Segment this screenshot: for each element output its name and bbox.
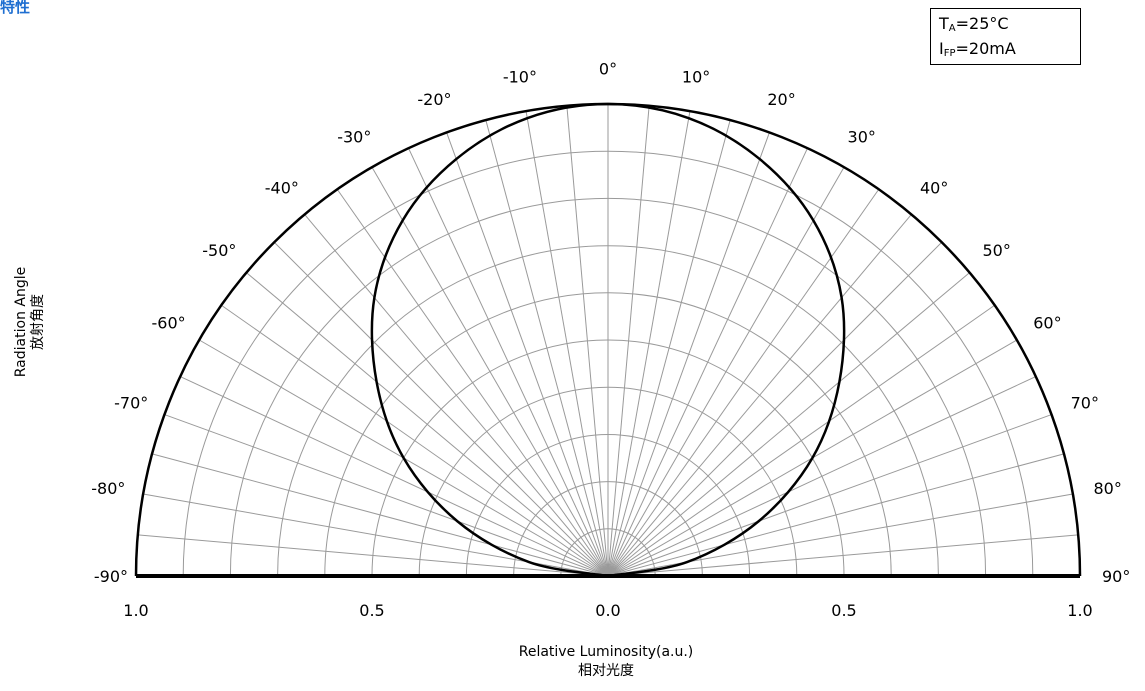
angular-grid-spoke — [607, 119, 731, 577]
angular-grid-spoke — [408, 148, 609, 577]
angular-grid-spoke — [607, 304, 995, 577]
radial-tick-labels: 1.0 0.5 0.0 0.5 1.0 — [123, 601, 1092, 620]
outer-semicircle — [134, 102, 1082, 577]
angular-grid-spoke — [525, 111, 609, 577]
angular-grid-spoke — [221, 304, 609, 577]
angular-grid-spoke — [607, 132, 770, 577]
forward-current: IFP=20mA — [939, 39, 1016, 59]
angular-grid-spoke — [607, 272, 970, 577]
angle-tick-label: -90° — [94, 567, 128, 586]
angular-grid-spoke — [607, 189, 880, 577]
chart-frame — [134, 102, 1082, 578]
angle-tick-label: 30° — [848, 128, 876, 147]
angle-tick-label: 70° — [1071, 393, 1099, 412]
test-conditions-box: TA=25°C IFP=20mA — [930, 8, 1081, 65]
angular-grid-spoke — [246, 272, 609, 577]
radial-tick-label: 1.0 — [1067, 601, 1092, 620]
angle-tick-label: 60° — [1033, 313, 1061, 332]
angular-grid-spoke — [607, 414, 1052, 577]
y-axis-title: Radiation Angle 放射角度 — [13, 267, 47, 377]
angular-grid-spoke — [566, 105, 609, 577]
angle-tick-label: -20° — [417, 90, 451, 109]
ambient-temperature: TA=25°C — [939, 14, 1009, 34]
angular-grid-spoke — [607, 111, 691, 577]
angular-grid-spoke — [607, 534, 1079, 577]
angle-tick-label: -50° — [202, 241, 236, 260]
radial-tick-label: 1.0 — [123, 601, 148, 620]
angle-tick-label: -30° — [337, 128, 371, 147]
x-axis-title-en: Relative Luminosity(a.u.) — [518, 644, 694, 660]
chart-grid — [137, 104, 1079, 577]
angular-grid-spoke — [607, 214, 912, 577]
angular-grid-spoke — [151, 453, 609, 577]
angle-tick-label: -10° — [503, 67, 537, 86]
angular-grid-spoke — [137, 534, 609, 577]
x-axis-title: Relative Luminosity(a.u.) 相对光度 — [519, 643, 694, 681]
angle-tick-label: -60° — [152, 313, 186, 332]
angular-grid-spoke — [607, 241, 943, 577]
angular-grid-spoke — [607, 105, 650, 577]
angle-tick-label: 40° — [920, 178, 948, 197]
angle-tick-label: 80° — [1094, 479, 1122, 498]
angular-grid-spoke — [607, 166, 845, 577]
angular-grid-spoke — [607, 453, 1065, 577]
page-title: 特性 — [0, 0, 31, 16]
angle-tick-label: -40° — [265, 178, 299, 197]
angle-tick-label: -80° — [91, 479, 125, 498]
angle-tick-label: 50° — [983, 241, 1011, 260]
angular-grid-spoke — [336, 189, 609, 577]
radial-tick-label: 0.0 — [595, 601, 620, 620]
angular-grid-spoke — [446, 132, 609, 577]
angular-grid-spoke — [304, 214, 609, 577]
angular-grid-spoke — [164, 414, 609, 577]
radial-tick-label: 0.5 — [831, 601, 856, 620]
angular-grid-spoke — [485, 119, 609, 577]
y-axis-title-cn: 放射角度 — [30, 294, 46, 350]
angular-grid-spoke — [371, 166, 609, 577]
angle-tick-label: 10° — [682, 67, 710, 86]
angular-grid-spoke — [180, 376, 609, 577]
y-axis-title-en: Radiation Angle — [13, 266, 29, 378]
angle-tick-label: 20° — [767, 90, 795, 109]
angular-grid-spoke — [607, 148, 808, 577]
angle-tick-label: -70° — [114, 393, 148, 412]
angle-tick-label: 0° — [599, 60, 617, 79]
angular-grid-spoke — [607, 376, 1036, 577]
radial-tick-label: 0.5 — [359, 601, 384, 620]
angular-grid-spoke — [273, 241, 609, 577]
x-axis-title-cn: 相对光度 — [577, 663, 634, 679]
angle-tick-labels: -90° -80° -70° -60° -50° -40° -30° -20° -10° 0° 10… — [91, 60, 1130, 586]
angle-tick-label: 90° — [1102, 567, 1130, 586]
